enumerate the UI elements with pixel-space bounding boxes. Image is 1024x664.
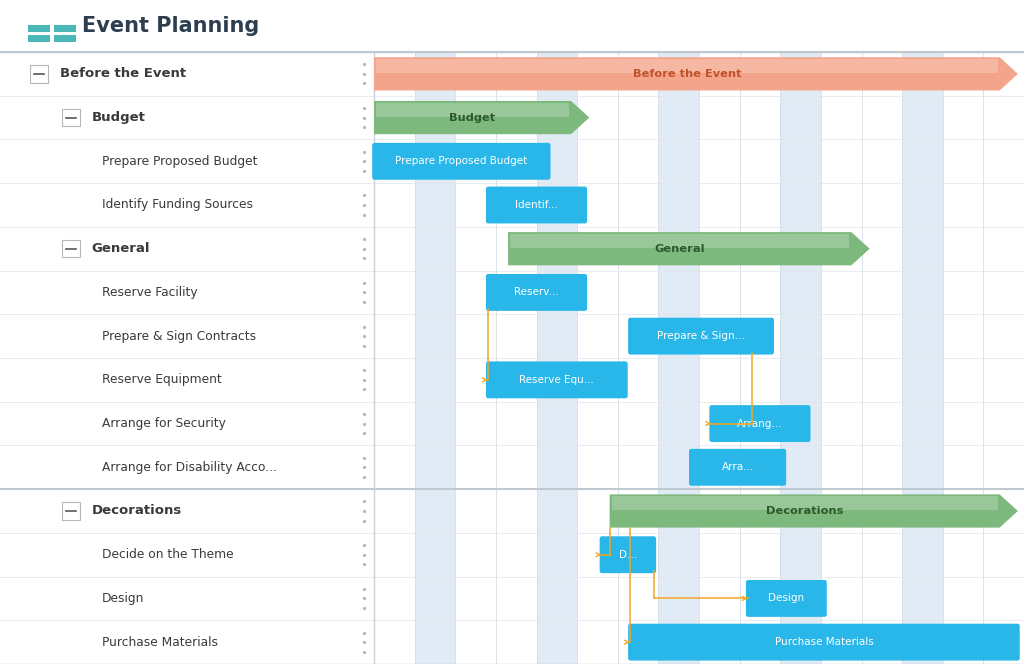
FancyBboxPatch shape [600,537,656,573]
FancyBboxPatch shape [62,109,80,126]
Polygon shape [510,234,849,248]
Polygon shape [376,103,569,117]
Bar [54,35,76,42]
Text: Identif...: Identif... [515,200,558,210]
FancyBboxPatch shape [628,623,1020,661]
Text: Decorations: Decorations [91,505,181,517]
FancyBboxPatch shape [710,405,811,442]
Text: Reserve Facility: Reserve Facility [102,286,198,299]
Text: Prepare & Sign...: Prepare & Sign... [657,331,744,341]
Polygon shape [508,232,869,266]
Text: Budget: Budget [91,111,145,124]
Bar [0,0,1024,52]
Text: Event Planning: Event Planning [82,16,259,36]
Text: D...: D... [618,550,637,560]
Polygon shape [374,57,1018,90]
Text: Purchase Materials: Purchase Materials [102,635,218,649]
Text: Reserve Equ...: Reserve Equ... [519,375,594,385]
Text: Arrange for Disability Acco...: Arrange for Disability Acco... [102,461,276,474]
Bar [537,52,578,664]
FancyBboxPatch shape [745,580,826,617]
Text: Arrang...: Arrang... [737,418,782,428]
FancyBboxPatch shape [372,143,551,180]
Text: General: General [91,242,150,255]
Text: Purchase Materials: Purchase Materials [774,637,873,647]
Polygon shape [374,101,590,134]
Text: Prepare & Sign Contracts: Prepare & Sign Contracts [102,329,256,343]
Text: Prepare Proposed Budget: Prepare Proposed Budget [102,155,257,168]
FancyBboxPatch shape [30,65,47,82]
Bar [658,52,699,664]
Text: Budget: Budget [450,113,496,123]
Polygon shape [609,495,1018,528]
Text: Arrange for Security: Arrange for Security [102,417,226,430]
Bar [28,35,50,42]
FancyBboxPatch shape [486,187,587,224]
Text: Prepare Proposed Budget: Prepare Proposed Budget [395,156,527,166]
Text: Decide on the Theme: Decide on the Theme [102,548,233,561]
FancyBboxPatch shape [628,317,774,355]
Bar [780,52,821,664]
Text: Before the Event: Before the Event [633,69,741,79]
Text: Arra...: Arra... [722,462,754,472]
FancyBboxPatch shape [689,449,786,486]
Text: Decorations: Decorations [766,506,844,516]
FancyBboxPatch shape [62,502,80,520]
FancyBboxPatch shape [486,361,628,398]
FancyBboxPatch shape [486,274,587,311]
Text: Before the Event: Before the Event [59,67,185,80]
Text: Design: Design [102,592,144,605]
Text: Reserv...: Reserv... [514,288,559,297]
Text: Reserve Equipment: Reserve Equipment [102,373,222,386]
Text: General: General [654,244,705,254]
Bar [28,25,50,32]
Bar [902,52,943,664]
Polygon shape [376,59,997,73]
FancyBboxPatch shape [62,240,80,258]
Polygon shape [611,496,997,511]
Text: Design: Design [768,594,805,604]
Bar [54,25,76,32]
Text: Identify Funding Sources: Identify Funding Sources [102,199,253,212]
Bar [415,52,456,664]
